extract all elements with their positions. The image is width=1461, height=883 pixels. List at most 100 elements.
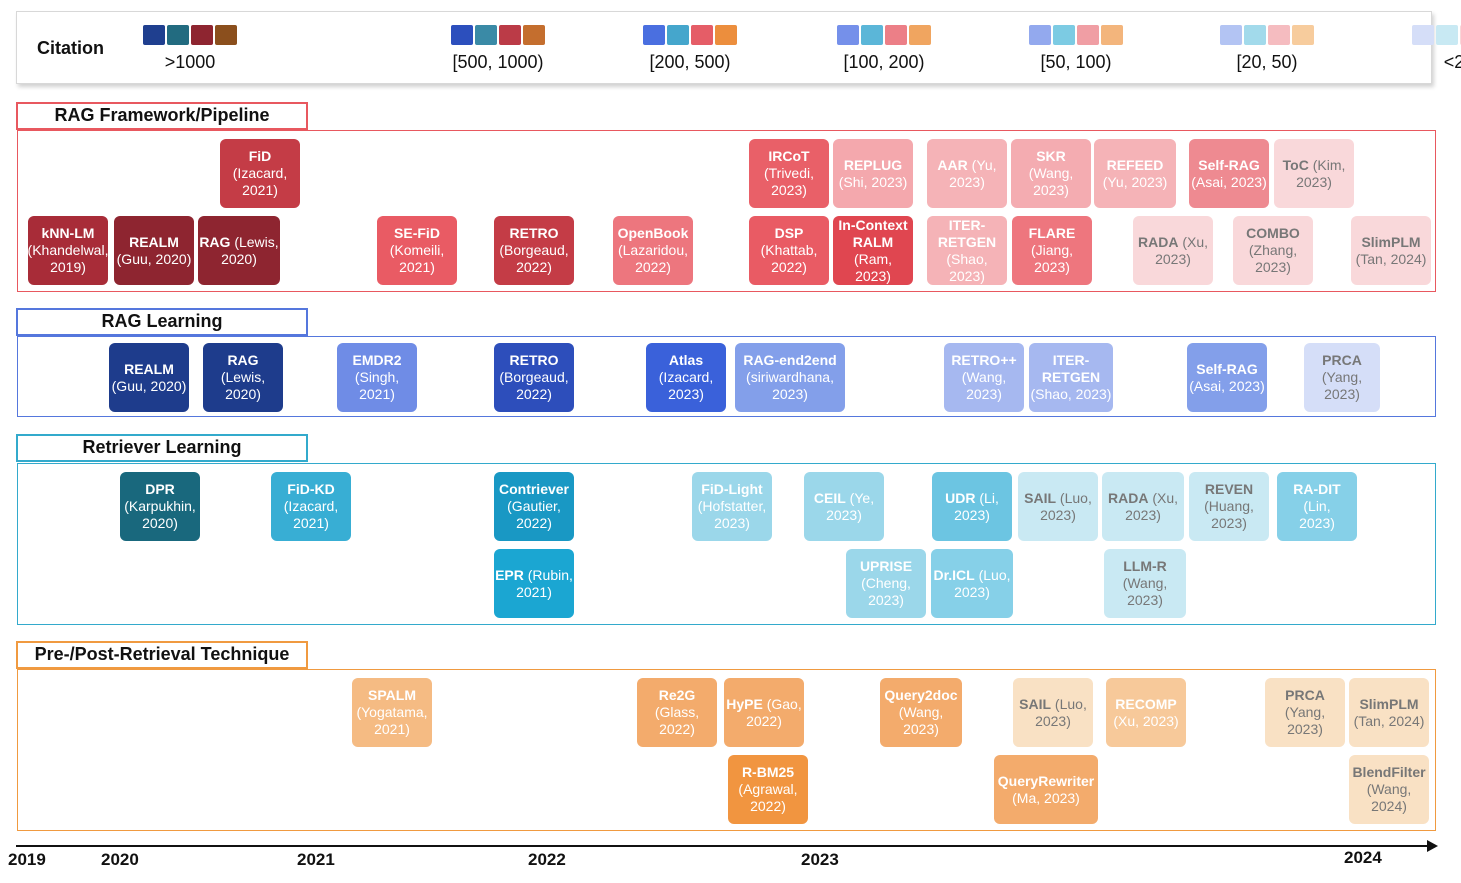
paper-label: FiD-Light (Hofstatter, 2023) bbox=[693, 481, 771, 532]
paper-label: UPRISE (Cheng, 2023) bbox=[847, 558, 925, 609]
paper-citation: (siriwardhana, 2023) bbox=[746, 369, 834, 402]
paper-citation: (Shi, 2023) bbox=[838, 173, 908, 190]
paper-name: SAIL bbox=[1024, 489, 1057, 506]
paper-name: EMDR2 bbox=[352, 352, 402, 368]
legend-swatch bbox=[667, 25, 689, 45]
paper-name: Contriever bbox=[498, 481, 570, 497]
paper-box: UPRISE (Cheng, 2023) bbox=[846, 549, 926, 618]
paper-label: AAR (Yu, 2023) bbox=[937, 157, 996, 191]
paper-box: Re2G (Glass, 2022) bbox=[637, 678, 717, 747]
paper-citation: (Cheng, 2023) bbox=[861, 575, 911, 608]
paper-citation: (Li, 2023) bbox=[954, 489, 999, 523]
paper-name: FiD bbox=[248, 148, 272, 164]
paper-label: SPALM (Yogatama, 2021) bbox=[353, 687, 431, 738]
legend-swatch bbox=[1220, 25, 1242, 45]
paper-label: DSP (Khattab, 2022) bbox=[750, 225, 828, 276]
paper-label: EMDR2 (Singh, 2021) bbox=[338, 352, 416, 403]
paper-name: R-BM25 bbox=[741, 764, 795, 780]
paper-name: RETRO bbox=[509, 352, 559, 368]
paper-citation: (Khattab, 2022) bbox=[760, 242, 818, 275]
section-title: RAG Framework/Pipeline bbox=[16, 102, 308, 130]
legend-swatch bbox=[143, 25, 165, 45]
paper-citation: (Tan, 2024) bbox=[1353, 712, 1425, 729]
paper-box: DSP (Khattab, 2022) bbox=[749, 216, 829, 285]
paper-citation: (Yang, 2023) bbox=[1284, 704, 1326, 737]
legend-swatch bbox=[523, 25, 545, 45]
paper-name: RA-DIT bbox=[1293, 481, 1341, 497]
paper-name: SKR bbox=[1036, 148, 1066, 164]
legend-group: [200, 500) bbox=[625, 12, 755, 83]
paper-label: Dr.ICL (Luo, 2023) bbox=[933, 567, 1010, 601]
paper-citation: (Shao, 2023) bbox=[1030, 386, 1112, 402]
paper-citation: (Tan, 2024) bbox=[1355, 250, 1427, 267]
paper-label: EPR (Rubin, 2021) bbox=[495, 567, 573, 601]
paper-name: UDR bbox=[945, 489, 976, 506]
paper-name: Query2doc bbox=[884, 687, 958, 703]
legend-swatch bbox=[1029, 25, 1051, 45]
legend-swatch bbox=[643, 25, 665, 45]
paper-label: ITER- RETGEN (Shao, 2023) bbox=[1030, 352, 1112, 403]
paper-label: ToC (Kim, 2023) bbox=[1283, 157, 1346, 191]
paper-name: RETRO++ bbox=[951, 352, 1017, 368]
paper-label: CEIL (Ye, 2023) bbox=[814, 490, 874, 524]
legend-label: [50, 100) bbox=[1040, 52, 1112, 72]
paper-citation: (Kim, 2023) bbox=[1296, 156, 1346, 190]
paper-name: HyPE bbox=[726, 695, 763, 712]
paper-box: SAIL (Luo, 2023) bbox=[1018, 472, 1098, 541]
legend-swatches bbox=[143, 25, 237, 45]
section-frame bbox=[17, 336, 1436, 417]
paper-label: Query2doc (Wang, 2023) bbox=[881, 687, 961, 738]
legend-swatch bbox=[451, 25, 473, 45]
paper-box: RAG (Lewis, 2020) bbox=[198, 216, 280, 285]
paper-label: R-BM25 (Agrawal, 2022) bbox=[729, 764, 807, 815]
paper-label: RAG (Lewis, 2020) bbox=[199, 234, 278, 268]
paper-box: RETRO (Borgeaud, 2022) bbox=[494, 216, 574, 285]
paper-citation: (Rubin, 2021) bbox=[516, 566, 573, 600]
paper-box: RAG (Lewis, 2020) bbox=[203, 343, 283, 412]
paper-name: REALM bbox=[129, 233, 179, 250]
paper-label: RADA (Xu, 2023) bbox=[1138, 234, 1208, 268]
paper-citation: (Karpukhin, 2020) bbox=[124, 498, 196, 531]
paper-label: SE-FiD (Komeili, 2021) bbox=[378, 225, 456, 276]
legend-group: [100, 200) bbox=[819, 12, 949, 83]
paper-label: SAIL (Luo, 2023) bbox=[1019, 696, 1087, 730]
timeline-arrow-icon bbox=[1427, 840, 1438, 852]
paper-box: Dr.ICL (Luo, 2023) bbox=[931, 549, 1013, 618]
paper-box: REALM (Guu, 2020) bbox=[109, 343, 189, 412]
paper-label: RAG-end2end (siriwardhana, 2023) bbox=[736, 352, 844, 403]
paper-name: Dr.ICL bbox=[933, 566, 975, 583]
section-frame bbox=[17, 669, 1436, 831]
paper-box: RAG-end2end (siriwardhana, 2023) bbox=[735, 343, 845, 412]
paper-box: REPLUG (Shi, 2023) bbox=[833, 139, 913, 208]
paper-box: CEIL (Ye, 2023) bbox=[804, 472, 884, 541]
paper-citation: (Luo, 2023) bbox=[1040, 489, 1092, 523]
paper-citation: (Khandelwal, 2019) bbox=[28, 242, 108, 275]
paper-box: RA-DIT (Lin, 2023) bbox=[1277, 472, 1357, 541]
paper-citation: (Borgeaud, 2022) bbox=[499, 242, 569, 275]
section-title: RAG Learning bbox=[16, 308, 308, 336]
paper-citation: (Yu, 2023) bbox=[1102, 173, 1168, 190]
legend-swatch bbox=[1292, 25, 1314, 45]
legend-swatch bbox=[715, 25, 737, 45]
paper-box: EMDR2 (Singh, 2021) bbox=[337, 343, 417, 412]
paper-name: FiD-KD bbox=[287, 481, 335, 497]
paper-label: RETRO++ (Wang, 2023) bbox=[945, 352, 1023, 403]
paper-name: AAR bbox=[937, 156, 968, 173]
paper-box: UDR (Li, 2023) bbox=[932, 472, 1012, 541]
paper-name: Self-RAG bbox=[1196, 360, 1258, 377]
paper-box: DPR (Karpukhin, 2020) bbox=[120, 472, 200, 541]
paper-label: HyPE (Gao, 2022) bbox=[726, 696, 801, 730]
year-label: 2020 bbox=[101, 850, 139, 869]
legend-swatch bbox=[1077, 25, 1099, 45]
paper-box: QueryRewriter (Ma, 2023) bbox=[994, 755, 1098, 824]
paper-box: In-Context RALM (Ram, 2023) bbox=[833, 216, 913, 285]
paper-name: SlimPLM bbox=[1361, 233, 1421, 250]
paper-citation: (Xu, 2023) bbox=[1155, 233, 1209, 267]
paper-name: PRCA bbox=[1285, 687, 1325, 703]
paper-citation: (Lazaridou, 2022) bbox=[617, 242, 689, 275]
paper-citation: (Luo, 2023) bbox=[954, 566, 1011, 600]
paper-label: DPR (Karpukhin, 2020) bbox=[121, 481, 199, 532]
paper-label: FiD (Izacard, 2021) bbox=[221, 148, 299, 199]
paper-name: RECOMP bbox=[1115, 695, 1177, 712]
paper-name: EPR bbox=[495, 566, 524, 583]
